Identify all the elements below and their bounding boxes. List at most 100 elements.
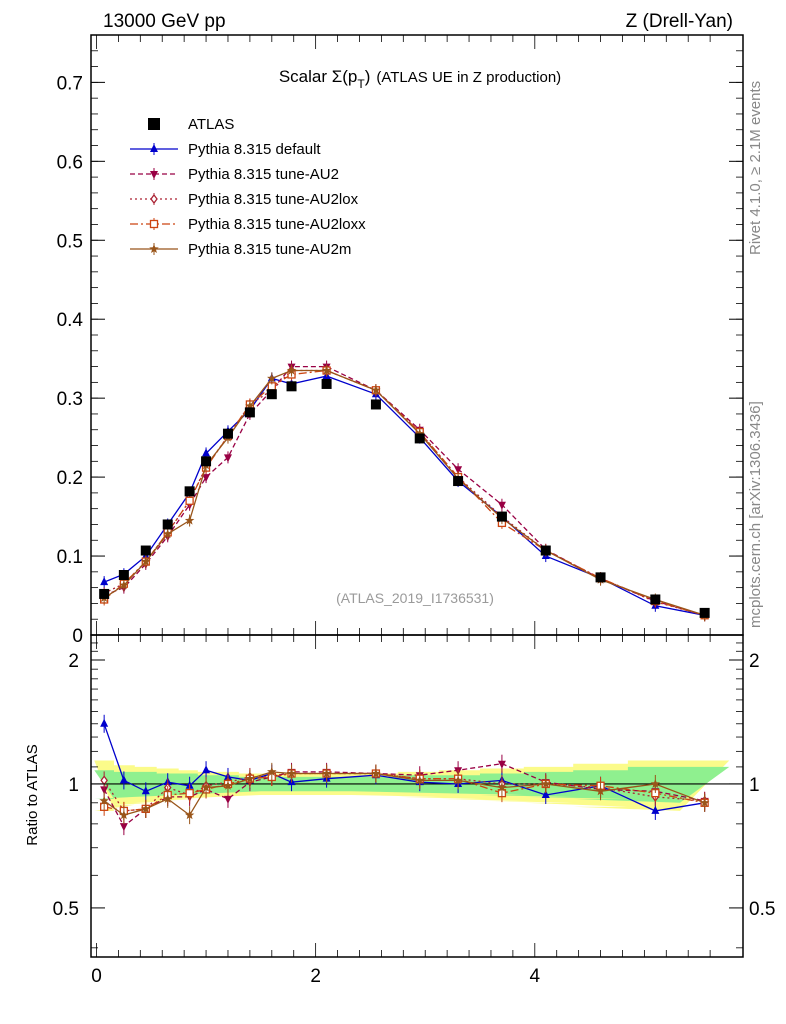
y-tick-label: 0.7 bbox=[57, 73, 83, 94]
legend-label: Pythia 8.315 tune-AU2m bbox=[188, 241, 351, 258]
data-point bbox=[141, 556, 151, 566]
ratio-point bbox=[223, 795, 232, 804]
ratio-point bbox=[650, 778, 661, 788]
data-point bbox=[267, 373, 277, 383]
legend: ATLAS Pythia 8.315 default Pythia 8.315 tu… bbox=[130, 116, 366, 258]
data-point bbox=[321, 365, 332, 375]
x-tick-label: 0 bbox=[91, 966, 102, 987]
ratio-point bbox=[141, 786, 150, 795]
y-tick-label: 0.2 bbox=[57, 468, 83, 489]
data-point bbox=[414, 428, 425, 438]
ratio-point bbox=[99, 795, 109, 805]
ratio-band-inner bbox=[94, 766, 730, 803]
ratio-point bbox=[245, 773, 255, 783]
data-point bbox=[184, 515, 195, 525]
atlas-data-point bbox=[370, 399, 381, 410]
y-tick-label: 0.5 bbox=[57, 231, 83, 252]
ratio-point bbox=[371, 768, 381, 778]
data-point bbox=[100, 577, 109, 586]
ratio-point bbox=[541, 778, 551, 788]
legend-marker bbox=[148, 118, 160, 130]
atlas-data-point bbox=[118, 570, 129, 580]
ratio-y-tick-label-right: 0.5 bbox=[749, 899, 775, 920]
ratio-point bbox=[497, 782, 507, 792]
atlas-data-point bbox=[321, 378, 332, 389]
y-tick-label: 0.1 bbox=[57, 547, 83, 568]
y-tick-label: 0.6 bbox=[57, 152, 83, 173]
ratio-plot: 0 2 4 0.5 0.5 1 1 2 2 bbox=[53, 634, 775, 987]
ratio-point bbox=[100, 786, 109, 795]
atlas-data-point bbox=[244, 407, 255, 418]
y-tick-label: 0 bbox=[72, 626, 83, 647]
legend-marker bbox=[149, 219, 159, 229]
ratio-y-tick-label: 2 bbox=[68, 651, 79, 672]
title-main: Scalar Σ(p bbox=[279, 67, 358, 86]
atlas-data-point bbox=[414, 433, 425, 444]
data-point bbox=[454, 466, 463, 475]
data-point bbox=[185, 496, 194, 505]
plot-title: Scalar Σ(pT) (ATLAS UE in Z production) bbox=[279, 67, 561, 91]
legend-marker bbox=[149, 244, 159, 254]
ratio-point bbox=[321, 768, 332, 778]
main-plot: 0 0.1 0.2 0.3 0.4 0.5 0.6 0.7 bbox=[57, 34, 744, 647]
ratio-point bbox=[185, 788, 194, 798]
data-point bbox=[202, 474, 211, 483]
ratio-point bbox=[267, 766, 277, 776]
ratio-point bbox=[119, 810, 129, 820]
legend-marker bbox=[150, 171, 158, 179]
data-point bbox=[245, 401, 255, 411]
data-point bbox=[497, 501, 506, 510]
ratio-y-tick-label-right: 1 bbox=[749, 775, 760, 796]
title-rest: (ATLAS UE in Z production) bbox=[376, 69, 561, 86]
ratio-point bbox=[651, 805, 660, 814]
title-subscript: T bbox=[357, 77, 365, 91]
ratio-point bbox=[223, 780, 233, 790]
legend-marker bbox=[150, 193, 158, 205]
atlas-data-point bbox=[496, 511, 507, 522]
ratio-point bbox=[497, 760, 506, 769]
ratio-y-axis-label: Ratio to ATLAS bbox=[24, 744, 41, 845]
ratio-point bbox=[119, 823, 128, 832]
ratio-point bbox=[100, 718, 109, 727]
ratio-point bbox=[595, 786, 606, 796]
ratio-y-tick-label-right: 2 bbox=[749, 651, 760, 672]
legend-label: Pythia 8.315 tune-AU2 bbox=[188, 166, 339, 183]
atlas-data-point bbox=[162, 519, 173, 530]
mcplots-label: mcplots.cern.ch [arXiv:1306.3436] bbox=[747, 401, 764, 628]
header-left: 13000 GeV pp bbox=[103, 11, 226, 32]
x-tick-label: 4 bbox=[530, 966, 541, 987]
atlas-data-point bbox=[286, 381, 297, 392]
ratio-point bbox=[286, 768, 297, 778]
legend-label: Pythia 8.315 tune-AU2lox bbox=[188, 191, 359, 208]
atlas-data-point bbox=[184, 486, 195, 497]
ratio-point bbox=[414, 775, 425, 785]
ratio-y-tick-label: 0.5 bbox=[53, 899, 79, 920]
ratio-frame bbox=[90, 634, 744, 958]
ratio-point bbox=[541, 790, 550, 799]
data-point bbox=[371, 385, 381, 395]
ratio-point bbox=[699, 797, 710, 807]
x-tick-label: 2 bbox=[310, 966, 321, 987]
legend-label: ATLAS bbox=[188, 116, 234, 133]
y-tick-label: 0.3 bbox=[57, 389, 83, 410]
analysis-reference: (ATLAS_2019_I1736531) bbox=[336, 590, 494, 606]
data-point bbox=[223, 454, 232, 463]
data-point bbox=[202, 448, 211, 457]
ratio-point bbox=[119, 775, 128, 784]
ratio-point bbox=[201, 782, 211, 792]
data-point bbox=[162, 528, 173, 538]
legend-label: Pythia 8.315 default bbox=[188, 141, 321, 158]
data-point bbox=[119, 580, 129, 590]
atlas-data-point bbox=[201, 456, 212, 467]
atlas-data-point bbox=[453, 476, 464, 487]
ratio-y-tick-label: 1 bbox=[68, 775, 79, 796]
atlas-data-point bbox=[699, 607, 710, 618]
ratio-point bbox=[184, 810, 195, 820]
atlas-data-point bbox=[595, 572, 606, 583]
ratio-point bbox=[202, 765, 211, 774]
rivet-version-label: Rivet 4.1.0, ≥ 2.1M events bbox=[747, 81, 764, 255]
ratio-point bbox=[162, 793, 173, 803]
legend-label: Pythia 8.315 tune-AU2loxx bbox=[188, 216, 366, 233]
ratio-point bbox=[141, 803, 151, 813]
